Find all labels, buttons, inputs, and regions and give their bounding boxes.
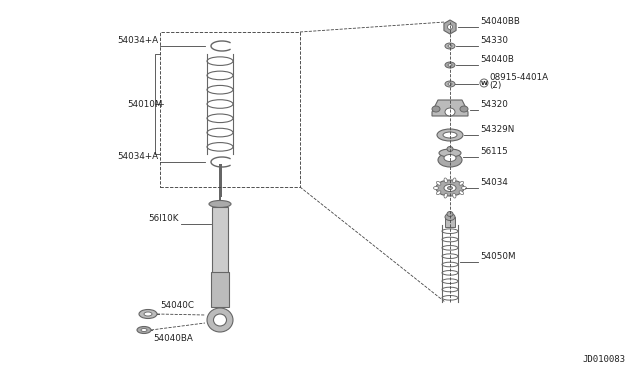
Ellipse shape (444, 178, 447, 183)
Ellipse shape (444, 193, 447, 198)
Polygon shape (432, 100, 468, 116)
Text: 54330: 54330 (480, 36, 508, 45)
Ellipse shape (433, 186, 438, 189)
Ellipse shape (447, 186, 452, 189)
Ellipse shape (436, 182, 441, 185)
Text: 54040B: 54040B (480, 55, 514, 64)
Ellipse shape (137, 327, 151, 334)
Ellipse shape (447, 147, 453, 151)
Ellipse shape (445, 81, 455, 87)
Text: 56115: 56115 (480, 147, 508, 156)
Ellipse shape (445, 214, 455, 221)
Ellipse shape (448, 83, 452, 85)
Ellipse shape (443, 132, 457, 138)
Text: 56l10K: 56l10K (148, 214, 179, 223)
Ellipse shape (214, 314, 227, 326)
Bar (212, 207, 228, 277)
Ellipse shape (459, 191, 463, 195)
Polygon shape (444, 20, 456, 34)
Ellipse shape (436, 191, 441, 195)
Bar (445, 217, 455, 227)
Text: 54320: 54320 (480, 100, 508, 109)
Bar (218, 164, 221, 197)
Text: 54034+A: 54034+A (117, 36, 158, 45)
Ellipse shape (141, 328, 147, 331)
Ellipse shape (438, 153, 462, 167)
Text: 54010M: 54010M (127, 99, 163, 109)
Ellipse shape (448, 45, 452, 47)
Text: JD010083: JD010083 (582, 355, 625, 364)
Text: 54040BA: 54040BA (153, 334, 193, 343)
Ellipse shape (444, 185, 456, 192)
Ellipse shape (452, 193, 456, 198)
Ellipse shape (445, 62, 455, 68)
Ellipse shape (445, 43, 455, 49)
Ellipse shape (144, 312, 152, 316)
Ellipse shape (460, 106, 468, 112)
Ellipse shape (480, 79, 488, 87)
Text: 54040C: 54040C (160, 301, 194, 310)
Text: 54040BB: 54040BB (480, 17, 520, 26)
Ellipse shape (452, 178, 456, 183)
Ellipse shape (207, 308, 233, 332)
Ellipse shape (461, 186, 467, 189)
Ellipse shape (444, 154, 456, 161)
Text: 54034+A: 54034+A (117, 152, 158, 161)
Text: W: W (481, 80, 488, 86)
Ellipse shape (436, 180, 464, 196)
Ellipse shape (437, 129, 463, 141)
Ellipse shape (447, 212, 453, 217)
Ellipse shape (432, 106, 440, 112)
Ellipse shape (447, 25, 452, 29)
Text: 08915-4401A: 08915-4401A (489, 73, 548, 82)
Bar (219, 197, 221, 217)
Ellipse shape (439, 149, 461, 157)
Ellipse shape (459, 182, 463, 185)
Ellipse shape (445, 108, 455, 116)
Text: (2): (2) (489, 81, 501, 90)
Text: 54034: 54034 (480, 178, 508, 187)
Ellipse shape (139, 310, 157, 318)
Text: 54050M: 54050M (480, 252, 515, 261)
Bar (211, 272, 229, 307)
Ellipse shape (209, 201, 231, 208)
Ellipse shape (448, 64, 452, 66)
Text: 54329N: 54329N (480, 125, 515, 134)
